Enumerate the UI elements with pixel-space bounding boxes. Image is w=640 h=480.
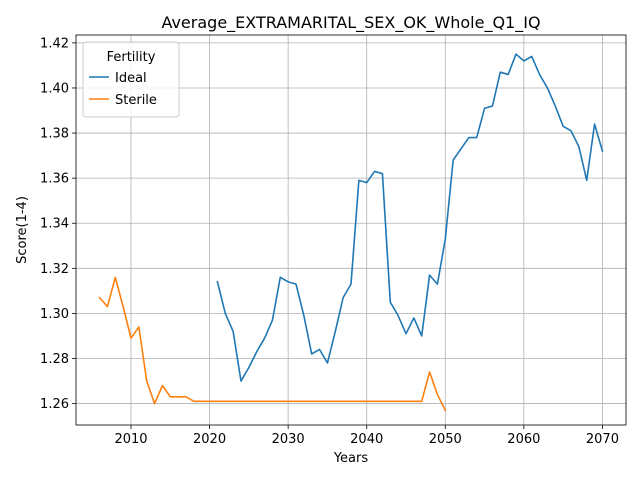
legend-label-sterile: Sterile	[115, 93, 157, 108]
grid	[76, 35, 626, 425]
x-axis-label: Years	[333, 451, 369, 466]
x-tick-label: 2050	[429, 432, 462, 447]
y-tick-label: 1.26	[40, 397, 69, 412]
y-tick-label: 1.40	[40, 81, 69, 96]
y-tick-label: 1.34	[40, 217, 69, 232]
y-axis-ticks: 1.26 1.28 1.30 1.32 1.34 1.36 1.38 1.40 1.42	[40, 36, 76, 412]
chart-title: Average_EXTRAMARITAL_SEX_OK_Whole_Q1_IQ	[161, 13, 540, 33]
legend-title: Fertility	[107, 50, 156, 65]
y-tick-label: 1.30	[40, 307, 69, 322]
series-line-ideal	[216, 53, 604, 382]
y-tick-label: 1.32	[40, 262, 69, 277]
x-tick-label: 2010	[114, 432, 147, 447]
y-tick-label: 1.28	[40, 352, 69, 367]
plot-frame	[75, 34, 627, 426]
y-axis-label: Score(1-4)	[15, 196, 30, 264]
series-line-sterile	[98, 276, 447, 412]
x-axis-ticks: 2010 2020 2030 2040 2050 2060 2070	[114, 425, 619, 447]
y-tick-label: 1.42	[40, 36, 69, 51]
x-tick-label: 2070	[586, 432, 619, 447]
x-tick-label: 2020	[193, 432, 226, 447]
series-lines	[98, 53, 604, 412]
legend-label-ideal: Ideal	[115, 71, 147, 86]
x-tick-label: 2040	[350, 432, 383, 447]
y-tick-label: 1.36	[40, 172, 69, 187]
legend: Fertility Ideal Sterile	[82, 41, 180, 118]
x-tick-label: 2030	[272, 432, 305, 447]
x-tick-label: 2060	[507, 432, 540, 447]
y-tick-label: 1.38	[40, 127, 69, 142]
